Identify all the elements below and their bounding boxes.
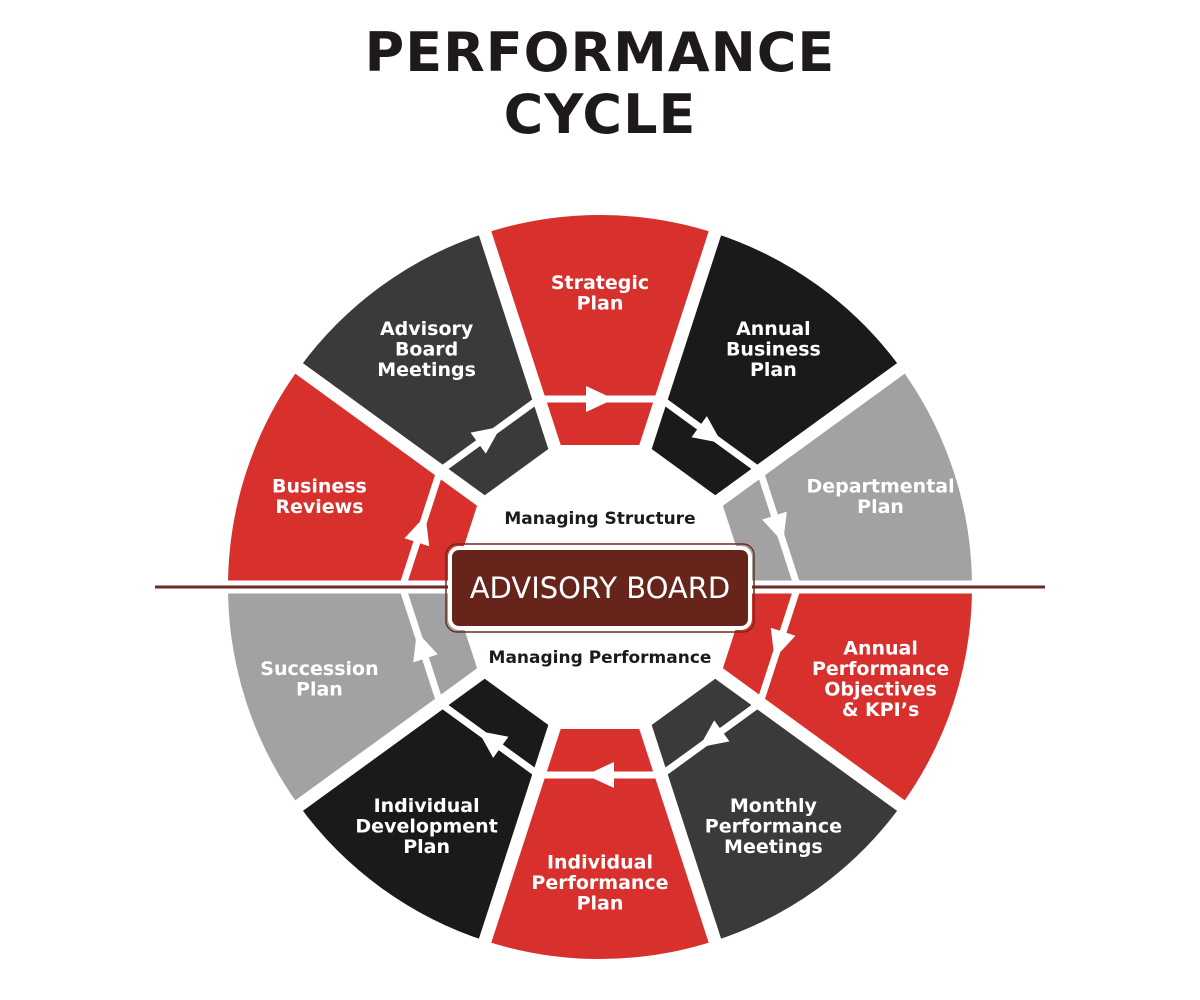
segment-label-line: Objectives bbox=[824, 678, 937, 700]
segment-label: Departmental Plan bbox=[806, 476, 954, 518]
managing-performance-label: Managing Performance bbox=[489, 648, 712, 668]
segment-label: Individual Development Plan bbox=[355, 795, 497, 858]
segment-label: Strategic Plan bbox=[551, 272, 649, 315]
segment-label-line: Performance bbox=[531, 872, 668, 894]
segment-label-line: Advisory bbox=[380, 318, 474, 340]
segment-label-line: Plan bbox=[577, 893, 624, 915]
segment-label-line: Development bbox=[355, 816, 497, 838]
segment-label: Annual Performance Objectives & KPI’s bbox=[812, 637, 949, 721]
title-line-1: PERFORMANCE bbox=[364, 21, 836, 84]
advisory-board-outline bbox=[445, 543, 755, 633]
segment-label-line: Plan bbox=[577, 292, 624, 314]
flow-arrow-icon bbox=[478, 730, 509, 758]
segment-label-line: Departmental bbox=[806, 476, 954, 498]
flow-arrows bbox=[398, 386, 802, 788]
flow-arrow-icon bbox=[413, 631, 438, 663]
segment-label-line: Plan bbox=[296, 678, 343, 700]
segment-label-line: Business bbox=[726, 338, 821, 360]
segment-label-line: Meetings bbox=[724, 836, 823, 858]
segment-label-line: Plan bbox=[750, 359, 797, 381]
advisory-board-background bbox=[448, 546, 752, 630]
segment-label-line: Business bbox=[272, 476, 367, 498]
segment-label-line: Annual bbox=[736, 318, 811, 340]
segment-label-line: Meetings bbox=[377, 359, 476, 381]
segment-label-line: Monthly bbox=[730, 795, 818, 817]
segment-label: Monthly Performance Meetings bbox=[705, 795, 842, 858]
segment-label: Succession Plan bbox=[260, 658, 378, 701]
segment-label-line: Individual bbox=[374, 795, 480, 817]
segment-label-line: & KPI’s bbox=[842, 699, 919, 721]
segment-label: Annual Business Plan bbox=[726, 318, 821, 381]
diagram-title: PERFORMANCE CYCLE bbox=[0, 22, 1200, 146]
segment-label: Business Reviews bbox=[272, 476, 367, 518]
flow-arrow-icon bbox=[762, 511, 787, 543]
flow-track bbox=[398, 395, 802, 779]
segment-label-line: Succession bbox=[260, 658, 378, 680]
flow-arrow-icon bbox=[770, 627, 796, 659]
flow-arrow-icon bbox=[470, 426, 501, 454]
segment-label-line: Performance bbox=[705, 816, 842, 838]
managing-structure-label: Managing Structure bbox=[504, 509, 695, 529]
flow-arrow-icon bbox=[699, 720, 730, 748]
flow-arrow-icon bbox=[404, 515, 430, 547]
segment-label-line: Reviews bbox=[275, 496, 363, 518]
segment-label: Individual Performance Plan bbox=[531, 852, 668, 915]
advisory-board-label: ADVISORY BOARD bbox=[470, 571, 731, 605]
advisory-board-box: ADVISORY BOARD bbox=[445, 543, 755, 633]
segment-label-line: Strategic bbox=[551, 272, 649, 294]
title-line-2: CYCLE bbox=[503, 83, 697, 146]
segment-label-line: Performance bbox=[812, 658, 949, 680]
segment-label-line: Plan bbox=[857, 496, 904, 518]
flow-arrow-icon bbox=[691, 416, 722, 444]
flow-arrow-icon bbox=[586, 386, 614, 412]
flow-arrow-icon bbox=[586, 762, 614, 788]
segment-label-line: Annual bbox=[843, 637, 918, 659]
segment-label-line: Plan bbox=[403, 836, 450, 858]
segment-label-line: Individual bbox=[547, 852, 653, 874]
segment-label: Advisory Board Meetings bbox=[377, 318, 476, 381]
segment-label-line: Board bbox=[395, 338, 458, 360]
